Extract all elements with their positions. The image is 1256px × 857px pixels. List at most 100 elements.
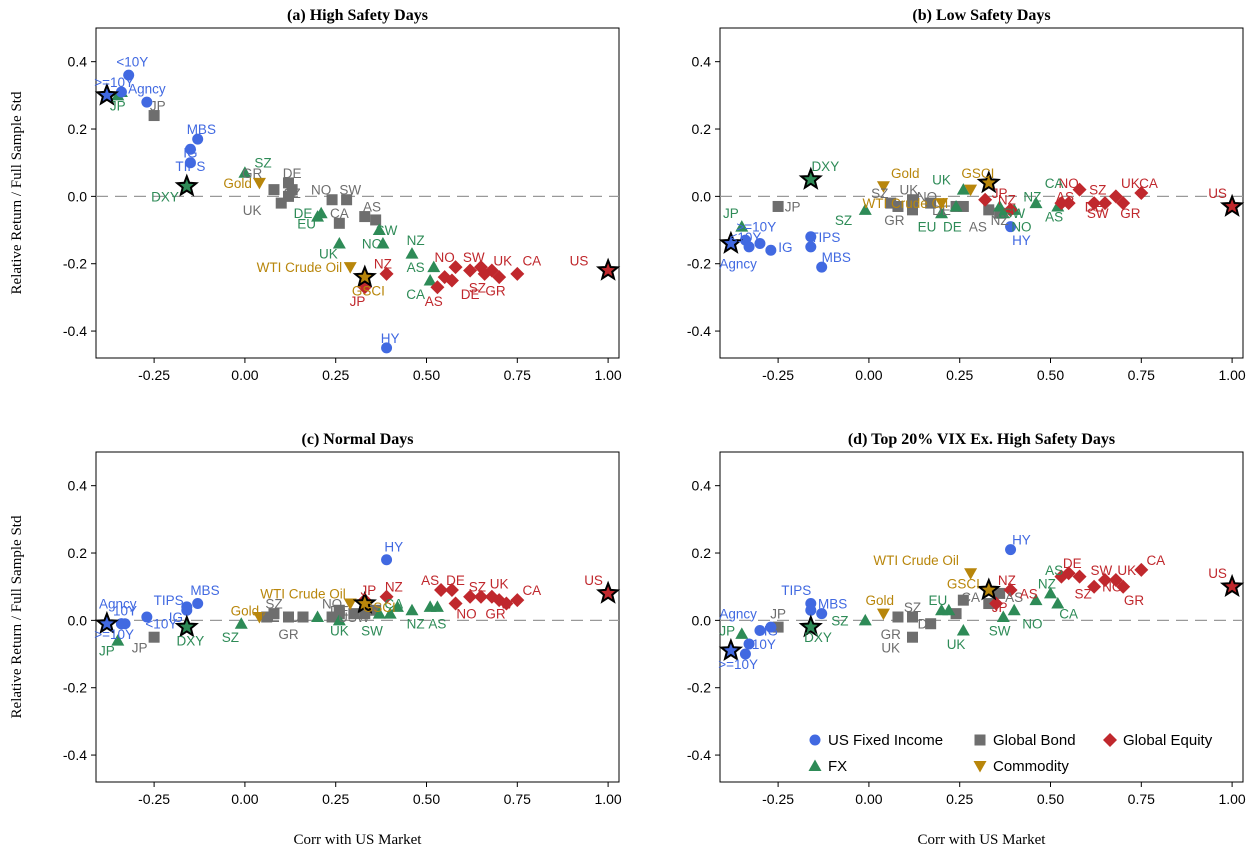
data-point-fx (735, 220, 749, 232)
point-label: UK (899, 183, 918, 198)
y-tick-label: -0.4 (63, 747, 87, 763)
y-tick-label: -0.2 (687, 256, 711, 272)
x-tick-label: 0.25 (946, 791, 973, 807)
panel-title: (b) Low Safety Days (912, 7, 1050, 24)
point-label: NO (1059, 176, 1079, 191)
x-tick-label: 0.00 (855, 367, 882, 383)
data-point-ge (1097, 572, 1112, 587)
point-label: SZ (835, 213, 852, 228)
y-tick-label: 0.2 (68, 121, 88, 137)
data-point-gb (925, 618, 937, 630)
data-point-gb (326, 194, 338, 206)
point-label: JP (150, 98, 166, 113)
y-tick-label: -0.4 (687, 323, 711, 339)
data-point-fx (372, 223, 386, 236)
point-label: UK (932, 173, 951, 188)
data-point-gb (268, 608, 280, 620)
data-point-ge (379, 266, 394, 281)
data-point-com (252, 612, 266, 624)
data-point-ge (448, 260, 463, 275)
data-point-ge (444, 273, 459, 288)
star-point-fx (174, 614, 199, 638)
point-label: SZ (831, 613, 848, 628)
point-label: SZ (904, 600, 921, 615)
x-tick-label: 0.50 (1037, 791, 1064, 807)
point-label: Agncy (128, 82, 166, 97)
data-point-ge (430, 280, 445, 295)
star-point-com (976, 170, 1001, 194)
data-point-gb (957, 594, 969, 606)
point-label: AS (1045, 563, 1063, 578)
data-point-fx (111, 634, 125, 646)
data-point-gb (983, 204, 995, 216)
data-point-gb (148, 110, 160, 122)
x-tick-label: 0.75 (1128, 367, 1155, 383)
point-label: Agncy (719, 257, 757, 272)
star-point-ge (595, 257, 621, 281)
data-point-ge (1061, 566, 1076, 581)
data-point-com (964, 184, 978, 197)
data-point-fx (405, 247, 419, 259)
point-label: GSCI (961, 166, 994, 181)
data-point-com (252, 177, 266, 190)
point-label: UK (290, 610, 309, 625)
y-tick-label: -0.4 (687, 747, 711, 763)
data-point-gb (370, 604, 382, 616)
data-point-usfi (141, 96, 153, 108)
data-point-fx (956, 183, 970, 195)
point-label: JP (99, 644, 115, 659)
point-label: Agncy (99, 597, 137, 612)
data-point-ge (473, 589, 488, 604)
panel-title: (a) High Safety Days (287, 7, 428, 24)
data-point-gb (772, 621, 784, 633)
point-label: EU (929, 593, 948, 608)
x-tick-label: 0.50 (413, 791, 440, 807)
star-point-fx (798, 614, 823, 638)
data-point-fx (238, 166, 252, 178)
point-label: NZ (1038, 576, 1056, 591)
point-label: GR (485, 607, 506, 622)
point-label: JP (361, 583, 377, 598)
data-point-ge (492, 270, 507, 285)
point-label: SW (989, 623, 1011, 638)
y-tick-label: 0.0 (692, 188, 712, 204)
point-label: AS (428, 617, 446, 632)
data-point-fx (858, 613, 872, 626)
data-point-fx (332, 237, 346, 249)
x-tick-label: 0.50 (413, 367, 440, 383)
y-tick-label: 0.0 (68, 612, 88, 628)
point-label: WTI Crude Oil (873, 553, 959, 568)
data-point-fx (993, 199, 1007, 212)
point-label: SZ (469, 280, 486, 295)
data-point-ge (989, 596, 1004, 611)
point-label: AS (1056, 189, 1074, 204)
point-label: SW (361, 623, 383, 638)
point-label: SW (1090, 563, 1112, 578)
point-label: SZ (222, 630, 239, 645)
data-point-ge (1003, 583, 1018, 598)
x-tick-label: 0.25 (946, 367, 973, 383)
point-label: HY (384, 539, 403, 554)
x-tick-label: 0.50 (1037, 367, 1064, 383)
point-label: AS (425, 294, 443, 309)
star-point-usfi (718, 230, 744, 254)
point-label: NZ (998, 573, 1016, 588)
point-label: TIPS (810, 230, 840, 245)
point-label: UK (947, 637, 966, 652)
x-tick-label: -0.25 (138, 791, 170, 807)
data-point-fx (949, 199, 963, 212)
point-label: >=10Y (736, 220, 776, 235)
point-label: GR (884, 213, 905, 228)
point-label: DE (1063, 556, 1082, 571)
plot-frame (719, 451, 1244, 783)
data-point-fx (427, 260, 441, 273)
data-point-com (343, 262, 357, 274)
x-tick-label: 0.00 (855, 791, 882, 807)
data-point-gb (892, 611, 904, 623)
point-label: UK (1117, 563, 1136, 578)
point-label: GSCI (947, 576, 980, 591)
point-label: MBS (187, 122, 216, 137)
point-label: AS (407, 260, 425, 275)
point-label: DXY (811, 159, 839, 174)
data-point-fx (858, 203, 872, 215)
